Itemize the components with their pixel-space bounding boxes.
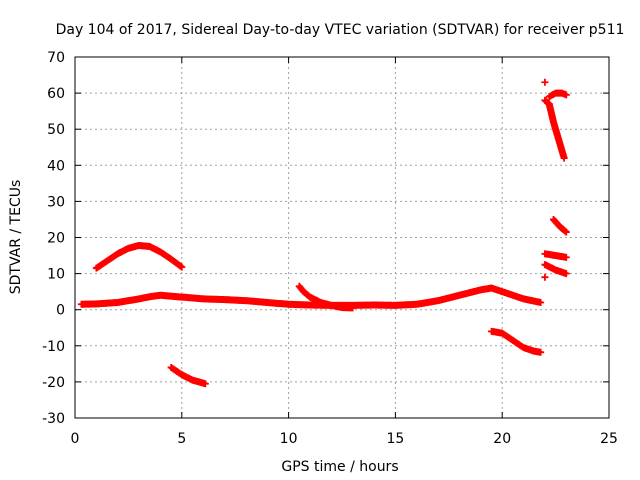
x-tick-label: 20 [493,431,511,447]
data-marker [537,348,545,356]
y-tick-label: 10 [47,267,65,283]
grid-lines [75,57,609,418]
y-axis-label: SDTVAR / TECUs [8,180,24,295]
data-marker [561,227,569,235]
x-tick-label: 10 [280,431,298,447]
y-tick-label: 60 [47,86,65,102]
axes: 0 5 10 15 20 25 -30 -20 -10 0 10 20 30 40 50 60 70 [42,50,618,447]
data-marker [541,78,549,86]
y-tick-label: -30 [42,411,65,427]
y-tick-label: 50 [47,122,65,138]
data-marker [541,273,549,281]
y-tick-label: 70 [47,50,65,66]
x-tick-label: 25 [600,431,618,447]
chart-title: Day 104 of 2017, Sidereal Day-to-day VTE… [56,22,625,38]
data-marker [562,253,570,261]
y-tick-label: -20 [42,375,65,391]
data-marker [537,298,545,306]
data-marker [562,91,570,99]
data-marker [178,263,186,271]
data-marker [201,380,209,388]
x-tick-label: 15 [386,431,404,447]
x-axis-label: GPS time / hours [281,459,398,475]
data-points [77,78,570,388]
data-marker [560,154,568,162]
x-tick-label: 5 [177,431,186,447]
y-tick-label: 20 [47,231,65,247]
y-tick-label: 40 [47,158,65,174]
y-tick-label: 30 [47,194,65,210]
y-tick-label: -10 [42,339,65,355]
x-tick-label: 0 [71,431,80,447]
data-marker [562,228,570,236]
data-marker [562,270,570,278]
y-tick-label: 0 [56,303,65,319]
data-marker [349,304,357,312]
